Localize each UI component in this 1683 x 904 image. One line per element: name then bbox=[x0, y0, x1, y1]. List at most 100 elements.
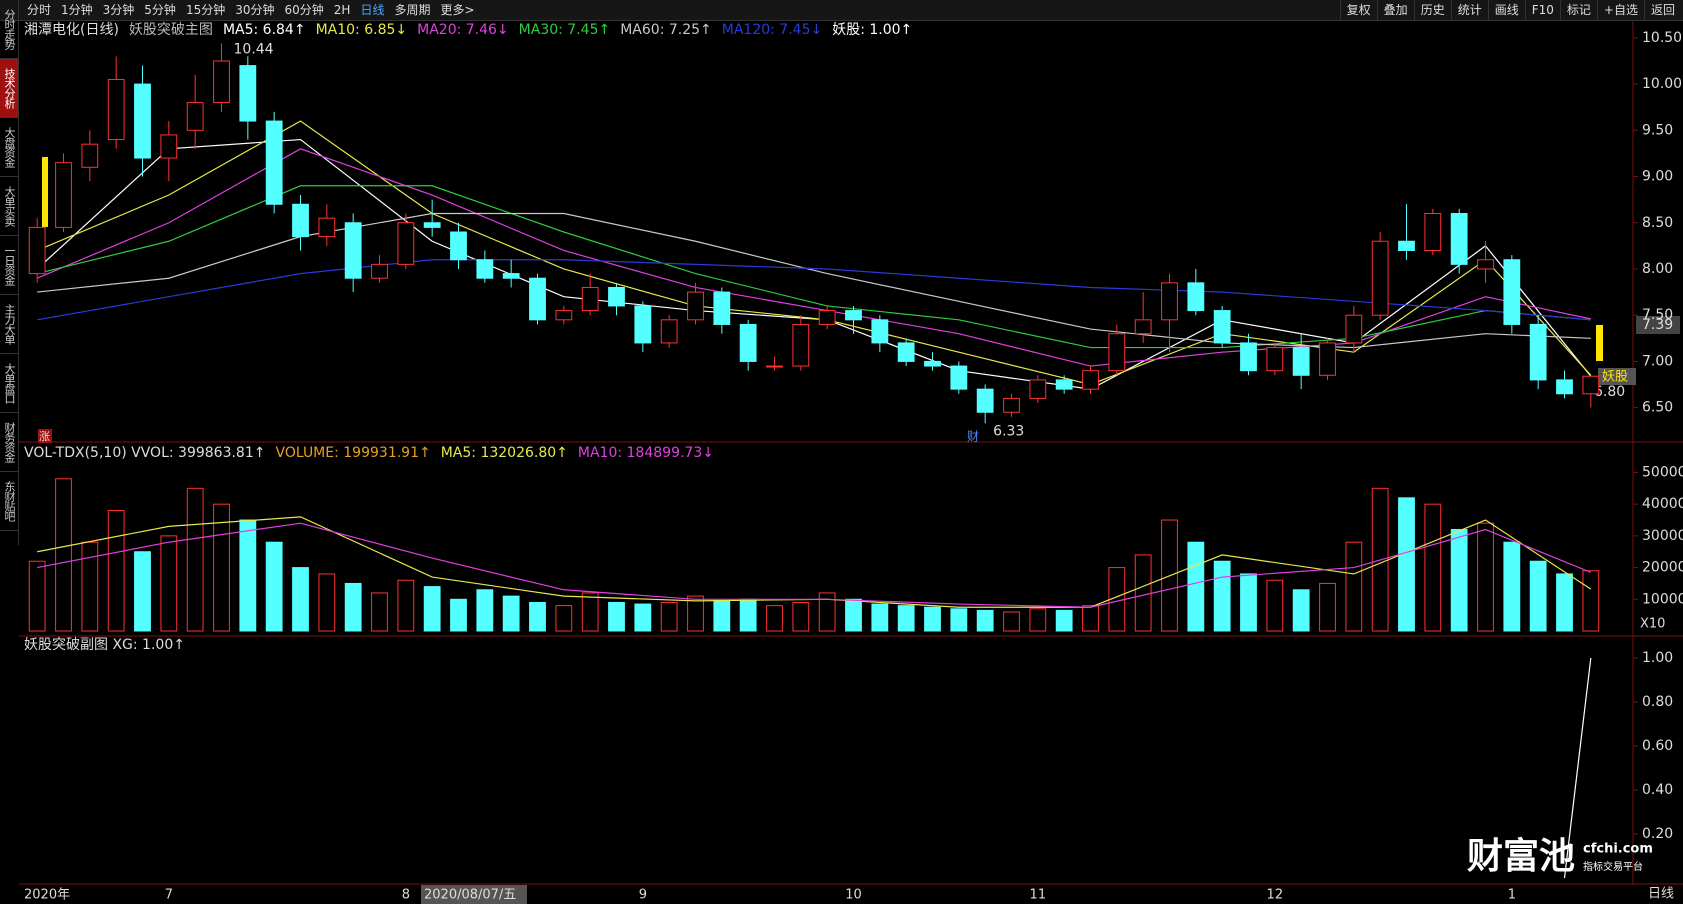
candle-body bbox=[634, 305, 652, 344]
volume-bar bbox=[976, 609, 994, 632]
ma-line bbox=[1563, 657, 1592, 879]
candle-body bbox=[1240, 342, 1257, 372]
ma-line bbox=[37, 522, 1592, 608]
tab[interactable]: 30分钟 bbox=[235, 3, 275, 17]
candle-body bbox=[1082, 370, 1099, 390]
tab[interactable]: 60分钟 bbox=[284, 3, 324, 17]
candle-body bbox=[1371, 240, 1389, 316]
candle-body bbox=[265, 120, 283, 205]
candle-body bbox=[239, 65, 257, 122]
footer-period: 日线 bbox=[1648, 887, 1674, 902]
last-price-box bbox=[1636, 316, 1680, 334]
side-tab[interactable]: 大盘资金 bbox=[0, 118, 18, 177]
side-tab[interactable]: 主力大单 bbox=[0, 295, 18, 354]
volume-bar bbox=[1424, 503, 1442, 632]
x-tick-label: 9 bbox=[639, 888, 647, 903]
period-tabs: 分时 1分钟 3分钟 5分钟 15分钟 30分钟 60分钟 2H 日线 多周期 … bbox=[22, 0, 480, 20]
y-tick-label: 30000 bbox=[1642, 528, 1683, 544]
y-tick-label: 40000 bbox=[1642, 496, 1683, 512]
volume-bar bbox=[634, 603, 652, 632]
side-tab[interactable]: 大单盘口 bbox=[0, 354, 18, 413]
sidebar: 分时走势 技术分析 大盘资金 大单买卖 一日资金 主力大单 大单盘口 财务资金 … bbox=[0, 0, 19, 545]
tab[interactable]: 3分钟 bbox=[102, 3, 135, 17]
volume-bar bbox=[555, 605, 573, 632]
volume-bar bbox=[1450, 529, 1468, 632]
button[interactable]: 画线 bbox=[1487, 0, 1525, 20]
button[interactable]: 复权 bbox=[1339, 0, 1377, 20]
tab[interactable]: 15分钟 bbox=[185, 3, 226, 17]
side-tab[interactable]: 分时走势 bbox=[0, 0, 18, 59]
button[interactable]: 标记 bbox=[1559, 0, 1597, 20]
tab[interactable]: 分时 bbox=[27, 3, 52, 17]
candle-body bbox=[1003, 397, 1020, 413]
candle-body bbox=[1398, 240, 1415, 251]
volume-bar bbox=[739, 598, 757, 632]
button[interactable]: 历史 bbox=[1413, 0, 1451, 20]
volume-bar bbox=[292, 567, 309, 632]
header-label: MA120: 7.45↓ bbox=[722, 22, 822, 38]
volume-bar bbox=[213, 503, 230, 632]
candle-body bbox=[1213, 310, 1231, 344]
tag: 妖股 bbox=[1602, 370, 1628, 385]
volume-bar bbox=[792, 601, 810, 632]
volume-bar bbox=[845, 598, 862, 632]
side-tab[interactable]: 一日资金 bbox=[0, 236, 18, 295]
button[interactable]: +自选 bbox=[1596, 0, 1644, 20]
side-tab[interactable]: 财务资金 bbox=[0, 413, 18, 472]
button[interactable]: F10 bbox=[1524, 0, 1560, 20]
candle-body bbox=[1319, 342, 1336, 376]
tab[interactable]: 2H bbox=[333, 3, 351, 17]
watermark-site: cfchi.com bbox=[1583, 842, 1653, 857]
candle-body bbox=[1134, 319, 1152, 335]
tab[interactable]: 日线 bbox=[360, 3, 385, 17]
button[interactable]: 返回 bbox=[1643, 0, 1681, 20]
volume-bar bbox=[1529, 560, 1547, 632]
header-label: MA10: 6.85↓ bbox=[316, 22, 408, 38]
candle-body bbox=[871, 319, 889, 344]
tab[interactable]: 更多> bbox=[440, 3, 475, 17]
candle-body bbox=[1503, 259, 1521, 325]
candle-body bbox=[976, 388, 994, 413]
signal-bar bbox=[1596, 325, 1603, 361]
volume-bar bbox=[687, 595, 704, 632]
volume-bar bbox=[344, 582, 362, 632]
tab[interactable]: 1分钟 bbox=[61, 3, 93, 17]
volume-bar bbox=[1213, 560, 1231, 632]
volume-bar bbox=[818, 592, 836, 632]
volume-bar bbox=[1187, 541, 1205, 632]
volume-bar bbox=[950, 608, 968, 632]
candle-body bbox=[660, 319, 678, 344]
header-label: VOL-TDX(5,10) VVOL: 399863.81↑ bbox=[24, 445, 265, 461]
candle-body bbox=[1529, 323, 1547, 381]
side-tab[interactable]: 技术分析 bbox=[0, 59, 18, 118]
volume-bar bbox=[81, 541, 99, 632]
header-label: MA10: 184899.73↓ bbox=[578, 445, 714, 461]
tab[interactable]: 5分钟 bbox=[144, 3, 176, 17]
side-tab[interactable]: 东财贴吧 bbox=[0, 472, 18, 531]
candle-body bbox=[581, 286, 599, 312]
volume-bar bbox=[265, 541, 283, 632]
button[interactable]: 统计 bbox=[1450, 0, 1488, 20]
volume-bar bbox=[1266, 579, 1284, 632]
volume-bar bbox=[1398, 497, 1415, 632]
button[interactable]: 叠加 bbox=[1376, 0, 1414, 20]
volume-unit: X10 bbox=[1640, 617, 1665, 632]
x-tick-label: 11 bbox=[1030, 888, 1047, 903]
header-label: MA20: 7.46↓ bbox=[417, 22, 509, 38]
header-label: MA5: 6.84↑ bbox=[223, 22, 306, 38]
x-tick-label: 2020年 bbox=[24, 888, 70, 903]
tab[interactable]: 多周期 bbox=[394, 3, 431, 17]
candle-body bbox=[292, 203, 309, 238]
candle-body bbox=[371, 263, 388, 279]
volume-bar bbox=[1582, 570, 1600, 632]
volume-bar bbox=[766, 605, 783, 632]
candle-body bbox=[1292, 347, 1310, 376]
volume-bar bbox=[713, 600, 731, 632]
x-tick-label: 7 bbox=[165, 888, 173, 903]
candle-body bbox=[134, 83, 151, 159]
finance-marker: 财 bbox=[967, 430, 979, 444]
header-label: VOLUME: 199931.91↑ bbox=[275, 445, 430, 461]
side-tab[interactable]: 大单买卖 bbox=[0, 177, 18, 236]
candle-body bbox=[924, 360, 941, 367]
